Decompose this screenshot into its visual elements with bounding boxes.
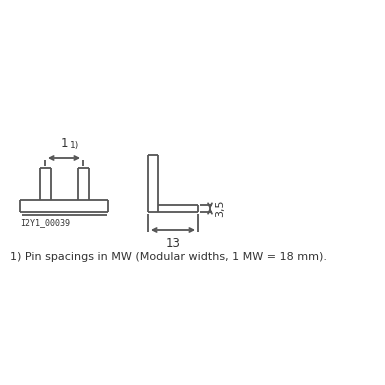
- Text: 1) Pin spacings in MW (Modular widths, 1 MW = 18 mm).: 1) Pin spacings in MW (Modular widths, 1…: [10, 252, 327, 262]
- Text: 13: 13: [166, 237, 181, 250]
- Text: I2Y1_00039: I2Y1_00039: [20, 218, 70, 227]
- Text: 1): 1): [70, 141, 79, 150]
- Text: 1: 1: [60, 137, 68, 150]
- Text: 3,5: 3,5: [215, 200, 225, 217]
